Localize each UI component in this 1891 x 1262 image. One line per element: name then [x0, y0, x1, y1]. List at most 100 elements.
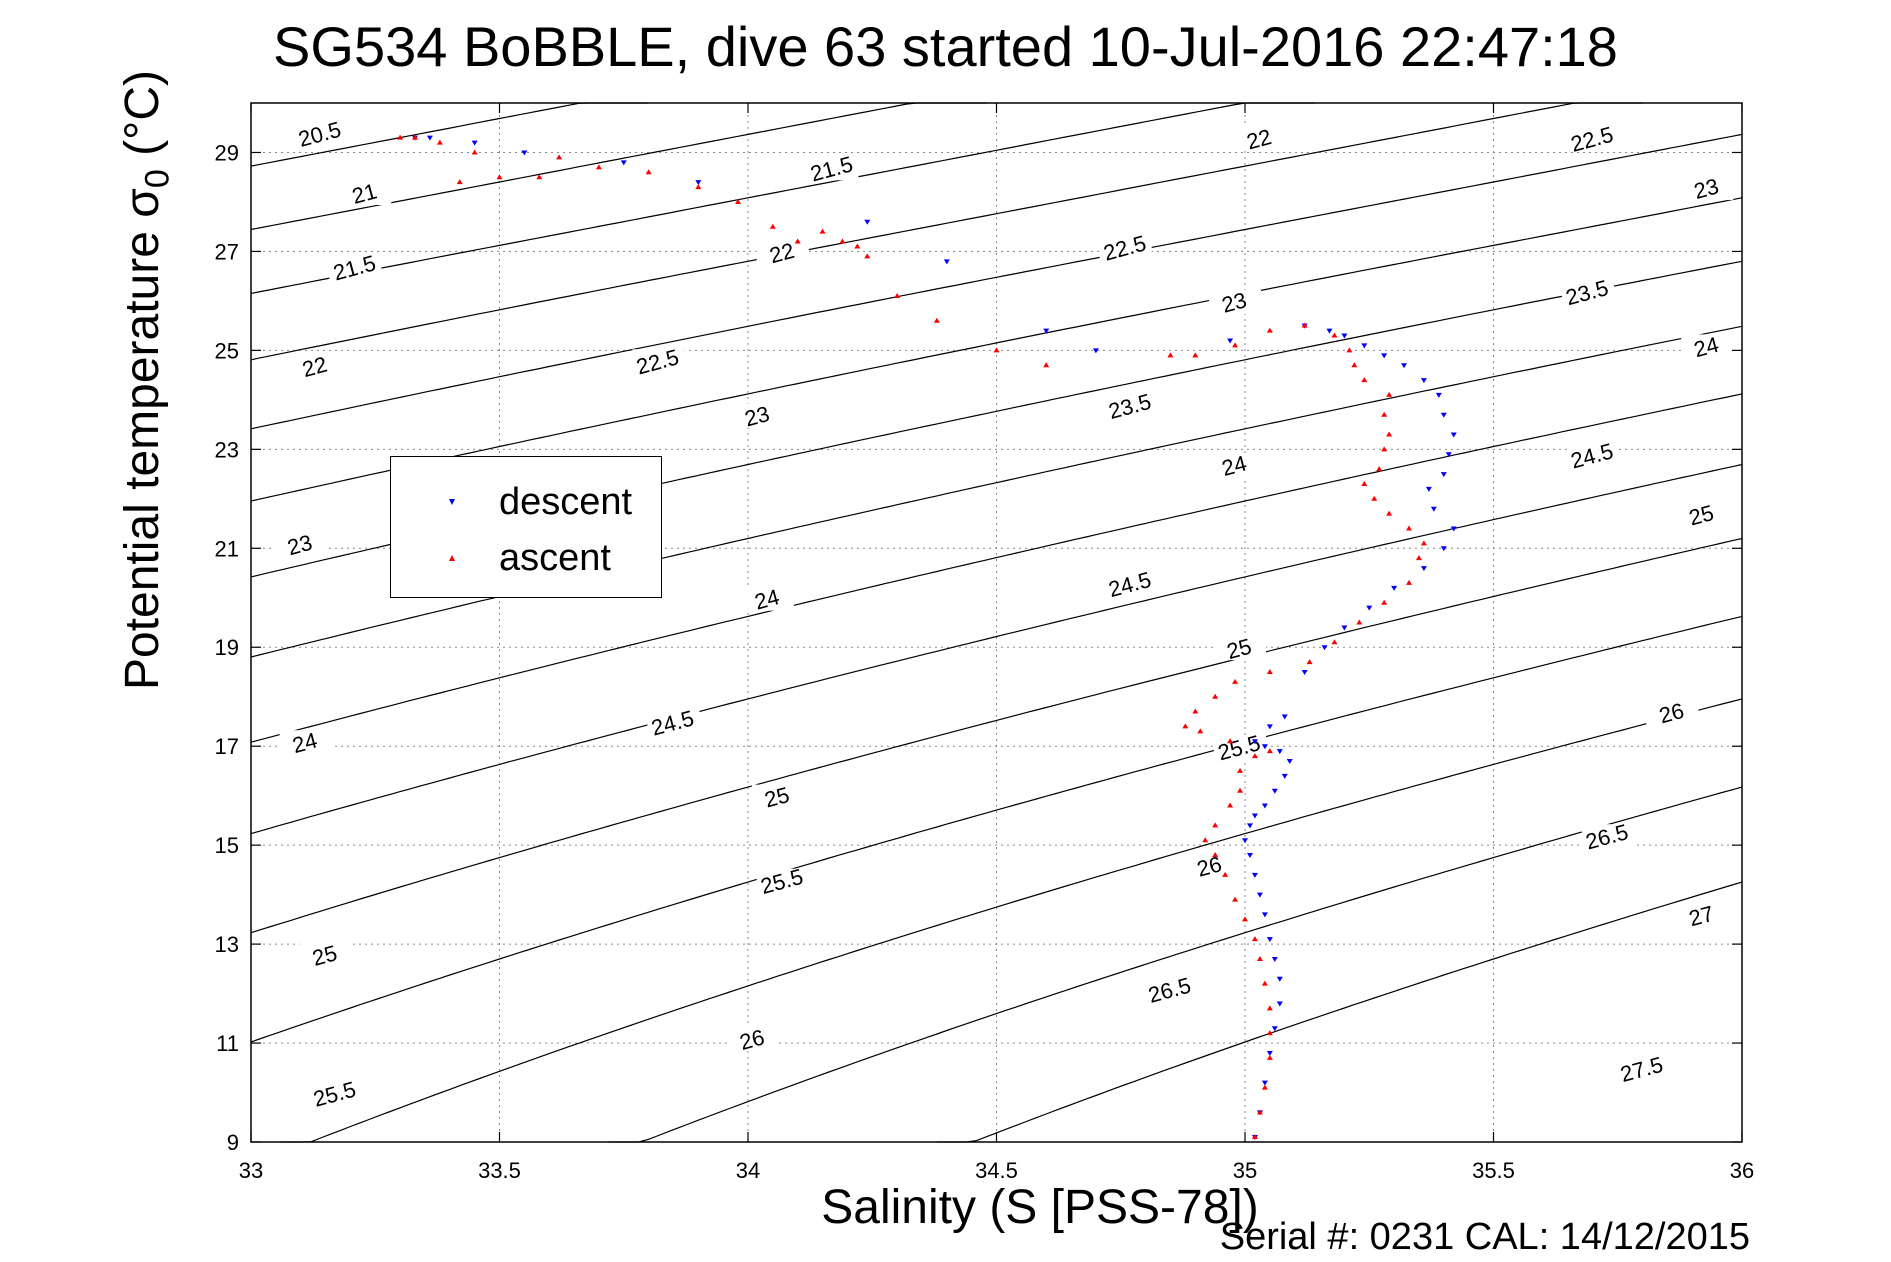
descent-point [1246, 823, 1253, 829]
isopycnal-label-bg [1676, 502, 1729, 527]
ascent-point [456, 179, 463, 185]
ascent-point [412, 134, 419, 140]
ascent-point [1227, 738, 1234, 744]
ascent-point [933, 317, 940, 323]
descent-point [1266, 1050, 1273, 1056]
descent-point [1251, 813, 1258, 819]
descent-marker-icon [449, 499, 455, 505]
ascent-point [735, 198, 742, 204]
ascent-point [1346, 347, 1353, 353]
descent-point [1276, 1001, 1283, 1007]
isopycnal-label-bg [756, 868, 809, 893]
y-tick-label: 21 [215, 536, 239, 561]
isopycnal-label-bg [1214, 636, 1267, 661]
descent-point [1271, 1026, 1278, 1032]
ascent-point [1251, 753, 1258, 759]
ascent-point [1232, 678, 1239, 684]
ascent-point [595, 164, 602, 170]
isopycnal-label-bg [1209, 453, 1262, 478]
descent-point [1430, 506, 1437, 512]
ascent-point [1381, 411, 1388, 417]
ascent-point [1232, 896, 1239, 902]
ascent-point [1212, 693, 1219, 699]
descent-point [695, 180, 702, 186]
descent-point [1445, 452, 1452, 458]
ascent-point [1406, 579, 1413, 585]
ascent-point [1356, 619, 1363, 625]
x-tick-label: 33 [239, 1158, 263, 1183]
ascent-point [1212, 822, 1219, 828]
legend-label-descent: descent [499, 481, 633, 523]
isopycnal-label-bg [279, 730, 332, 755]
legend-item-ascent: ascent [391, 533, 661, 583]
y-tick-label: 17 [215, 734, 239, 759]
descent-point [1271, 956, 1278, 962]
isopycnal-line [250, 393, 1743, 743]
ascent-point [1222, 871, 1229, 877]
ascent-point [1331, 332, 1338, 338]
descent-point [1261, 744, 1268, 750]
ascent-point [1361, 480, 1368, 486]
ascent-point [864, 253, 871, 259]
ascent-point [1192, 708, 1199, 714]
x-tick-label: 34.5 [975, 1158, 1018, 1183]
serial-calibration-footer: Serial #: 0231 CAL: 14/12/2015 [1219, 1216, 1750, 1258]
y-tick-label: 25 [215, 338, 239, 363]
ascent-point [1237, 767, 1244, 773]
ascent-point [1266, 1054, 1273, 1060]
descent-point [1341, 333, 1348, 339]
ascent-point [894, 292, 901, 298]
y-tick-label: 15 [215, 833, 239, 858]
ascent-point [1351, 362, 1358, 368]
ascent-point [1266, 327, 1273, 333]
isopycnal-label-bg [806, 156, 859, 181]
x-tick-label: 34 [736, 1158, 760, 1183]
descent-point [471, 140, 478, 146]
tick-layer: 33 33.5 34 34.5 35 35.5 36 9 11 13 15 17 19 21 23 25 27 2… [215, 103, 1754, 1183]
isopycnal-line [250, 463, 1743, 835]
isopycnal-line [250, 133, 1743, 430]
ascent-point [1256, 955, 1263, 961]
ascent-point [1167, 352, 1174, 358]
ascent-point [1361, 377, 1368, 383]
x-tick-label: 36 [1730, 1158, 1754, 1183]
ascent-point [1251, 1134, 1258, 1140]
ascent-point [1043, 362, 1050, 368]
x-tick-label: 33.5 [478, 1158, 521, 1183]
ascent-point [1376, 466, 1383, 472]
isopycnal-label-bg [726, 1027, 779, 1052]
descent-point [1440, 412, 1447, 418]
ascent-point [1237, 787, 1244, 793]
descent-point [1361, 343, 1368, 349]
y-axis-label-symbol: σ [116, 188, 169, 218]
descent-point [1043, 328, 1050, 334]
isopycnal-label-bg [731, 403, 784, 428]
ascent-point [1266, 668, 1273, 674]
grid-layer [251, 103, 1742, 1142]
descent-point [1266, 724, 1273, 730]
legend-item-descent: descent [391, 477, 661, 527]
descent-point [521, 150, 528, 156]
y-tick-label: 29 [215, 140, 239, 165]
descent-point [1251, 739, 1258, 745]
ascent-point [1266, 1005, 1273, 1011]
x-tick-label: 35.5 [1472, 1158, 1515, 1183]
ascent-point [1386, 391, 1393, 397]
ascent-point [1197, 728, 1204, 734]
descent-point [1276, 976, 1283, 982]
ascent-point [1242, 916, 1248, 922]
descent-point [1261, 803, 1268, 809]
ascent-point [1371, 495, 1378, 501]
ascent-point [1212, 852, 1219, 858]
descent-point [1276, 749, 1283, 755]
descent-point [1440, 472, 1447, 478]
y-tick-label: 23 [215, 437, 239, 462]
isopycnal-line [250, 102, 1643, 361]
series-layer [397, 134, 1457, 1141]
ascent-point [854, 243, 861, 249]
isopycnal-label-bg [1681, 334, 1734, 359]
descent-point [1326, 328, 1333, 334]
descent-point [1425, 486, 1432, 492]
ascent-point [769, 223, 776, 229]
isopycnal-label-bg [309, 1081, 362, 1106]
